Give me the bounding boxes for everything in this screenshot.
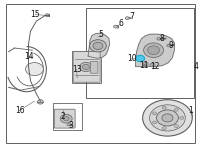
Text: 11: 11 xyxy=(139,61,148,70)
Text: 14: 14 xyxy=(25,52,34,61)
Circle shape xyxy=(153,121,157,124)
Circle shape xyxy=(143,62,148,66)
Text: 8: 8 xyxy=(159,34,164,43)
Circle shape xyxy=(67,124,70,126)
Text: 10: 10 xyxy=(127,54,137,64)
Circle shape xyxy=(162,127,166,130)
Circle shape xyxy=(26,63,43,76)
Text: 6: 6 xyxy=(118,20,123,29)
Circle shape xyxy=(113,25,117,28)
Circle shape xyxy=(150,105,185,131)
Circle shape xyxy=(80,62,92,72)
Circle shape xyxy=(153,112,157,115)
Circle shape xyxy=(90,40,106,52)
Circle shape xyxy=(150,63,155,67)
Circle shape xyxy=(60,114,72,123)
Circle shape xyxy=(148,46,159,55)
Text: 4: 4 xyxy=(194,62,199,71)
Circle shape xyxy=(157,110,178,126)
Circle shape xyxy=(143,100,192,136)
Polygon shape xyxy=(88,34,109,58)
Text: 2: 2 xyxy=(61,112,66,121)
Bar xyxy=(86,8,194,97)
Circle shape xyxy=(157,37,160,40)
FancyBboxPatch shape xyxy=(54,109,75,128)
Circle shape xyxy=(174,108,178,111)
Text: 1: 1 xyxy=(188,106,193,115)
Circle shape xyxy=(45,14,49,17)
Text: 9: 9 xyxy=(169,41,174,50)
Circle shape xyxy=(167,44,170,47)
Circle shape xyxy=(180,116,184,119)
Bar xyxy=(72,51,101,83)
Circle shape xyxy=(125,17,129,20)
Text: 16: 16 xyxy=(15,106,24,115)
FancyBboxPatch shape xyxy=(73,51,100,82)
Text: 15: 15 xyxy=(31,10,40,19)
Circle shape xyxy=(93,42,103,50)
Circle shape xyxy=(63,116,69,121)
FancyBboxPatch shape xyxy=(90,61,98,73)
Circle shape xyxy=(37,100,43,104)
Text: 13: 13 xyxy=(72,65,82,74)
Circle shape xyxy=(136,55,145,62)
Polygon shape xyxy=(136,34,174,66)
Circle shape xyxy=(162,114,173,122)
Circle shape xyxy=(162,106,166,109)
Circle shape xyxy=(144,43,163,57)
Circle shape xyxy=(174,125,178,128)
Circle shape xyxy=(82,64,90,70)
Text: 5: 5 xyxy=(98,30,103,39)
Text: 3: 3 xyxy=(69,121,74,130)
Text: 7: 7 xyxy=(129,12,134,21)
Bar xyxy=(53,103,82,130)
Text: 12: 12 xyxy=(150,62,159,71)
